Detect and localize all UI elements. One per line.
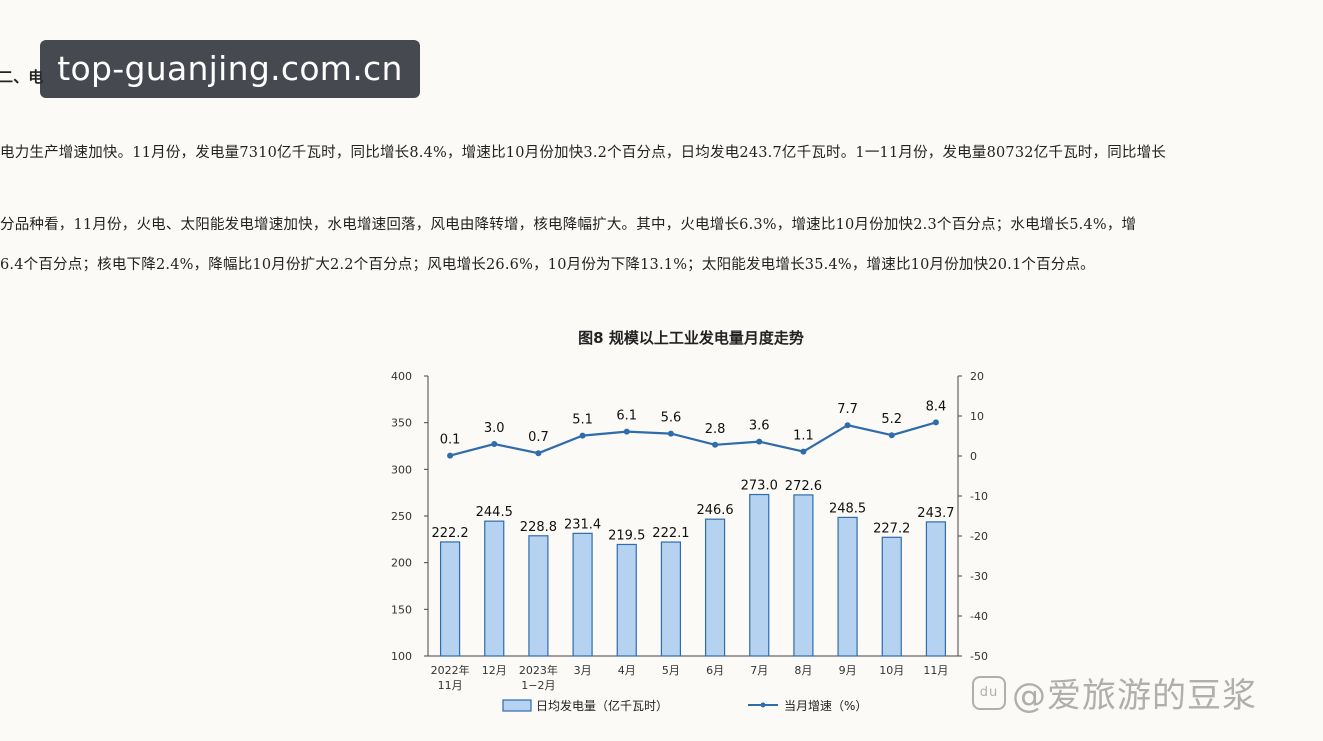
paragraph-power-production: 电力生产增速加快。11月份，发电量7310亿千瓦时，同比增长8.4%，增速比10… — [0, 145, 1167, 161]
left-tick-label: 200 — [391, 557, 412, 570]
growth-rate-label: 8.4 — [926, 399, 947, 414]
site-url-banner[interactable]: top-guanjing.com.cn — [40, 40, 420, 98]
growth-rate-label: 1.1 — [793, 429, 814, 444]
x-tick-label: 2022年 — [431, 663, 470, 677]
bar-value-label: 248.5 — [829, 501, 866, 516]
right-tick-label: -30 — [970, 570, 988, 583]
right-tick-label: 0 — [970, 450, 977, 463]
legend-line-label: 当月增速（%） — [784, 699, 867, 713]
bar-daily-generation — [660, 541, 682, 657]
bar-daily-generation — [484, 520, 505, 657]
x-tick-label: 1−2月 — [521, 679, 555, 692]
bar-value-label: 227.2 — [873, 521, 910, 536]
legend-bar-label: 日均发电量（亿千瓦时） — [536, 698, 668, 713]
x-tick-label: 10月 — [879, 664, 904, 677]
growth-rate-label: 5.6 — [661, 411, 682, 426]
x-tick-label: 8月 — [794, 664, 812, 677]
bar-value-label: 231.4 — [564, 517, 601, 532]
growth-rate-point — [579, 432, 586, 439]
growth-rate-label: 0.7 — [528, 430, 549, 445]
x-tick-label: 2023年 — [519, 663, 558, 677]
watermark-logo-icon: du — [972, 675, 1006, 710]
paragraph-by-type-line-1: 分品种看，11月份，火电、太阳能发电增速加快，水电增速回落，风电由降转增，核电降… — [0, 217, 1137, 233]
bar-value-label: 222.2 — [431, 526, 468, 541]
bar-daily-generation — [572, 532, 593, 657]
growth-rate-point — [888, 432, 895, 439]
legend-line-marker — [760, 702, 766, 708]
growth-rate-label: 5.1 — [572, 413, 593, 428]
left-tick-label: 400 — [391, 370, 412, 383]
growth-rate-label: 6.1 — [616, 409, 637, 424]
bar-daily-generation — [881, 536, 902, 657]
right-tick-label: -10 — [970, 490, 988, 503]
growth-rate-label: 5.2 — [881, 412, 902, 427]
growth-rate-point — [535, 450, 542, 457]
bar-value-label: 219.5 — [608, 528, 645, 543]
bar-daily-generation — [925, 521, 947, 657]
growth-rate-label: 2.8 — [705, 422, 726, 437]
bar-value-label: 222.1 — [652, 526, 689, 541]
chart-title: 图8 规模以上工业发电量月度走势 — [578, 329, 804, 347]
bar-value-label: 246.6 — [696, 503, 733, 518]
x-tick-label: 11月 — [438, 679, 463, 692]
x-tick-label: 9月 — [839, 664, 857, 677]
right-tick-label: 10 — [970, 410, 984, 423]
growth-rate-label: 7.7 — [837, 402, 858, 417]
growth-rate-label: 3.0 — [484, 421, 505, 436]
growth-rate-point — [447, 452, 454, 459]
growth-rate-point — [712, 441, 719, 448]
left-tick-label: 250 — [391, 510, 412, 523]
bar-daily-generation — [749, 493, 770, 657]
x-tick-label: 4月 — [618, 664, 636, 677]
x-tick-label: 3月 — [574, 664, 592, 677]
x-tick-label: 5月 — [662, 664, 680, 677]
growth-rate-line — [449, 421, 937, 457]
bar-daily-generation — [837, 516, 858, 657]
growth-rate-point — [623, 428, 630, 435]
bar-daily-generation — [616, 543, 637, 657]
right-tick-label: -20 — [970, 530, 988, 543]
growth-rate-point — [844, 422, 851, 429]
bar-value-label: 228.8 — [520, 520, 557, 535]
growth-rate-label: 3.6 — [749, 419, 770, 434]
growth-rate-point — [491, 441, 498, 447]
bar-value-label: 244.5 — [476, 505, 513, 520]
bar-daily-generation — [704, 518, 726, 657]
x-tick-label: 6月 — [706, 664, 724, 677]
right-tick-label: 20 — [970, 370, 984, 383]
x-tick-label: 7月 — [750, 664, 768, 677]
x-tick-label: 11月 — [923, 664, 948, 677]
paragraph-by-type-line-2: 6.4个百分点；核电下降2.4%，降幅比10月份扩大2.2个百分点；风电增长26… — [0, 257, 1095, 273]
bar-value-label: 243.7 — [917, 506, 954, 521]
growth-rate-point — [667, 430, 674, 437]
bar-daily-generation — [793, 494, 814, 657]
bar-value-label: 273.0 — [741, 479, 778, 494]
growth-rate-point — [932, 419, 939, 426]
section-heading: 二、电 — [0, 68, 44, 86]
left-tick-label: 150 — [391, 603, 412, 616]
legend-bar-swatch — [502, 699, 532, 712]
left-tick-label: 350 — [391, 417, 412, 430]
growth-rate-point — [756, 438, 763, 445]
growth-rate-label: 0.1 — [440, 433, 461, 448]
right-tick-label: -50 — [970, 650, 988, 663]
growth-rate-point — [800, 448, 807, 455]
x-tick-label: 12月 — [482, 664, 507, 677]
left-tick-label: 300 — [391, 463, 412, 476]
right-tick-label: -40 — [970, 610, 988, 623]
watermark: du @爱旅游的豆浆 — [972, 668, 1257, 717]
bar-daily-generation — [439, 541, 461, 657]
left-tick-label: 100 — [391, 650, 412, 663]
bar-daily-generation — [528, 535, 549, 657]
bar-value-label: 272.6 — [785, 479, 822, 494]
watermark-text: @爱旅游的豆浆 — [1012, 676, 1257, 716]
